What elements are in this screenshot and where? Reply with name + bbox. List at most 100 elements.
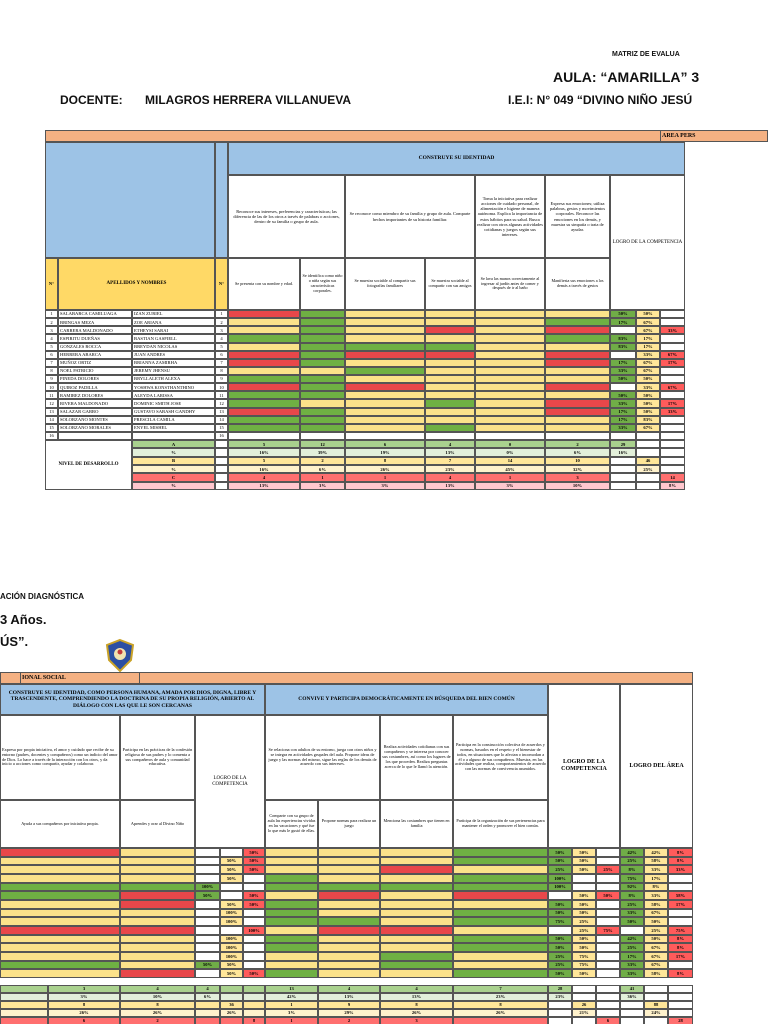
apellido (58, 431, 132, 440)
level-cell (453, 952, 548, 961)
summary-value: 4 (425, 440, 475, 449)
level-cell (345, 407, 425, 416)
row-number: 11 (215, 391, 228, 400)
level-cell (453, 934, 548, 944)
row-number: 3 (215, 326, 228, 335)
level-cell (453, 891, 548, 900)
logro-value: 50% (548, 969, 572, 978)
area-value: 50% (644, 917, 668, 926)
logro-value: 33% (610, 399, 636, 408)
logro-value: 67% (636, 358, 660, 367)
level-cell (380, 900, 453, 909)
level-cell (120, 874, 195, 883)
level-cell (300, 358, 345, 367)
logro-value: 50% (243, 900, 265, 909)
level-cell (425, 358, 475, 367)
area-value: 58% (668, 891, 693, 900)
logro-header: LOGRO DE LA COMPETENCIA (548, 684, 620, 848)
level-cell (0, 882, 120, 892)
summary-value: 13% (425, 481, 475, 490)
competencia: CONSTRUYE SU IDENTIDAD (228, 142, 685, 175)
summary-value: 6% (300, 465, 345, 474)
level-cell (228, 342, 300, 351)
summary-value: 5 (228, 456, 300, 465)
logro-value: 33% (636, 383, 660, 392)
summary-value: 0% (475, 448, 545, 457)
summary-value (195, 1017, 220, 1024)
row-number: 4 (45, 334, 58, 343)
area-value: 75% (620, 874, 644, 883)
level-cell (345, 358, 425, 367)
summary-value (220, 993, 243, 1001)
cell (545, 431, 610, 440)
logro-value (195, 865, 220, 874)
level-cell (425, 326, 475, 335)
level-cell (300, 391, 345, 400)
level-cell (120, 856, 195, 866)
level-cell (120, 960, 195, 970)
cell (215, 440, 228, 449)
area-value: 58% (644, 856, 668, 866)
row-number: 5 (45, 342, 58, 351)
logro-value: 100% (548, 882, 572, 892)
apellido: SOLORZANO MORALES (58, 423, 132, 432)
logro-value (195, 874, 220, 883)
summary-value: 3% (475, 481, 545, 490)
summary-value: 10 (545, 456, 610, 465)
capacidad: Realiza actividades cotidianas con sus c… (380, 715, 453, 800)
level-cell (300, 318, 345, 327)
logro-value (243, 874, 265, 883)
logro-value (596, 856, 620, 866)
cell (215, 473, 228, 482)
level-cell (425, 423, 475, 432)
summary-logro (610, 465, 636, 474)
area-value: 92% (620, 882, 644, 892)
summary-value: 13% (425, 448, 475, 457)
level-cell (318, 960, 380, 970)
nombre: YOSHWA KONSTHANTHINO (132, 383, 215, 392)
area-value: 25% (620, 900, 644, 909)
summary-logro (636, 448, 660, 457)
cell (345, 431, 425, 440)
area-value (620, 926, 644, 935)
level-cell (475, 358, 545, 367)
row-number: 10 (45, 383, 58, 392)
summary-value: 3% (48, 993, 120, 1001)
area-value: 17% (668, 952, 693, 961)
desempeno: Se muestra sociable al compartir sus fot… (345, 258, 425, 310)
logro-value: 50% (220, 874, 243, 883)
summary-value (596, 1009, 620, 1017)
logro-value (596, 917, 620, 926)
level-cell (345, 310, 425, 319)
logro-value: 100% (548, 874, 572, 883)
level-cell (475, 391, 545, 400)
logro-value: 50% (610, 310, 636, 319)
row-number: 11 (45, 391, 58, 400)
summary-value: 6 (345, 440, 425, 449)
level-cell (345, 318, 425, 327)
level-cell (318, 943, 380, 952)
level-cell (300, 326, 345, 335)
summary-value (596, 1001, 620, 1009)
logro-header: LOGRO DE LA COMPETENCIA (195, 715, 265, 848)
apellido: GONZALES ROCCA (58, 342, 132, 351)
level-cell (380, 891, 453, 900)
area-value: 33% (644, 891, 668, 900)
logro-value (195, 969, 220, 978)
level-cell (380, 865, 453, 874)
summary-value (0, 1009, 48, 1017)
logro-value: 50% (572, 848, 596, 857)
logro-value: 25% (548, 952, 572, 961)
logro-value: 50% (220, 856, 243, 866)
level-cell (475, 366, 545, 375)
level-cell (0, 969, 120, 978)
logro-value: 17% (610, 407, 636, 416)
logro-value (596, 969, 620, 978)
logro-value (596, 882, 620, 892)
summary-value (668, 993, 693, 1001)
logro-value: 50% (243, 856, 265, 866)
level-cell (380, 917, 453, 926)
area-value: 67% (644, 943, 668, 952)
area-value: 8% (668, 934, 693, 944)
level-label: B (132, 456, 215, 465)
